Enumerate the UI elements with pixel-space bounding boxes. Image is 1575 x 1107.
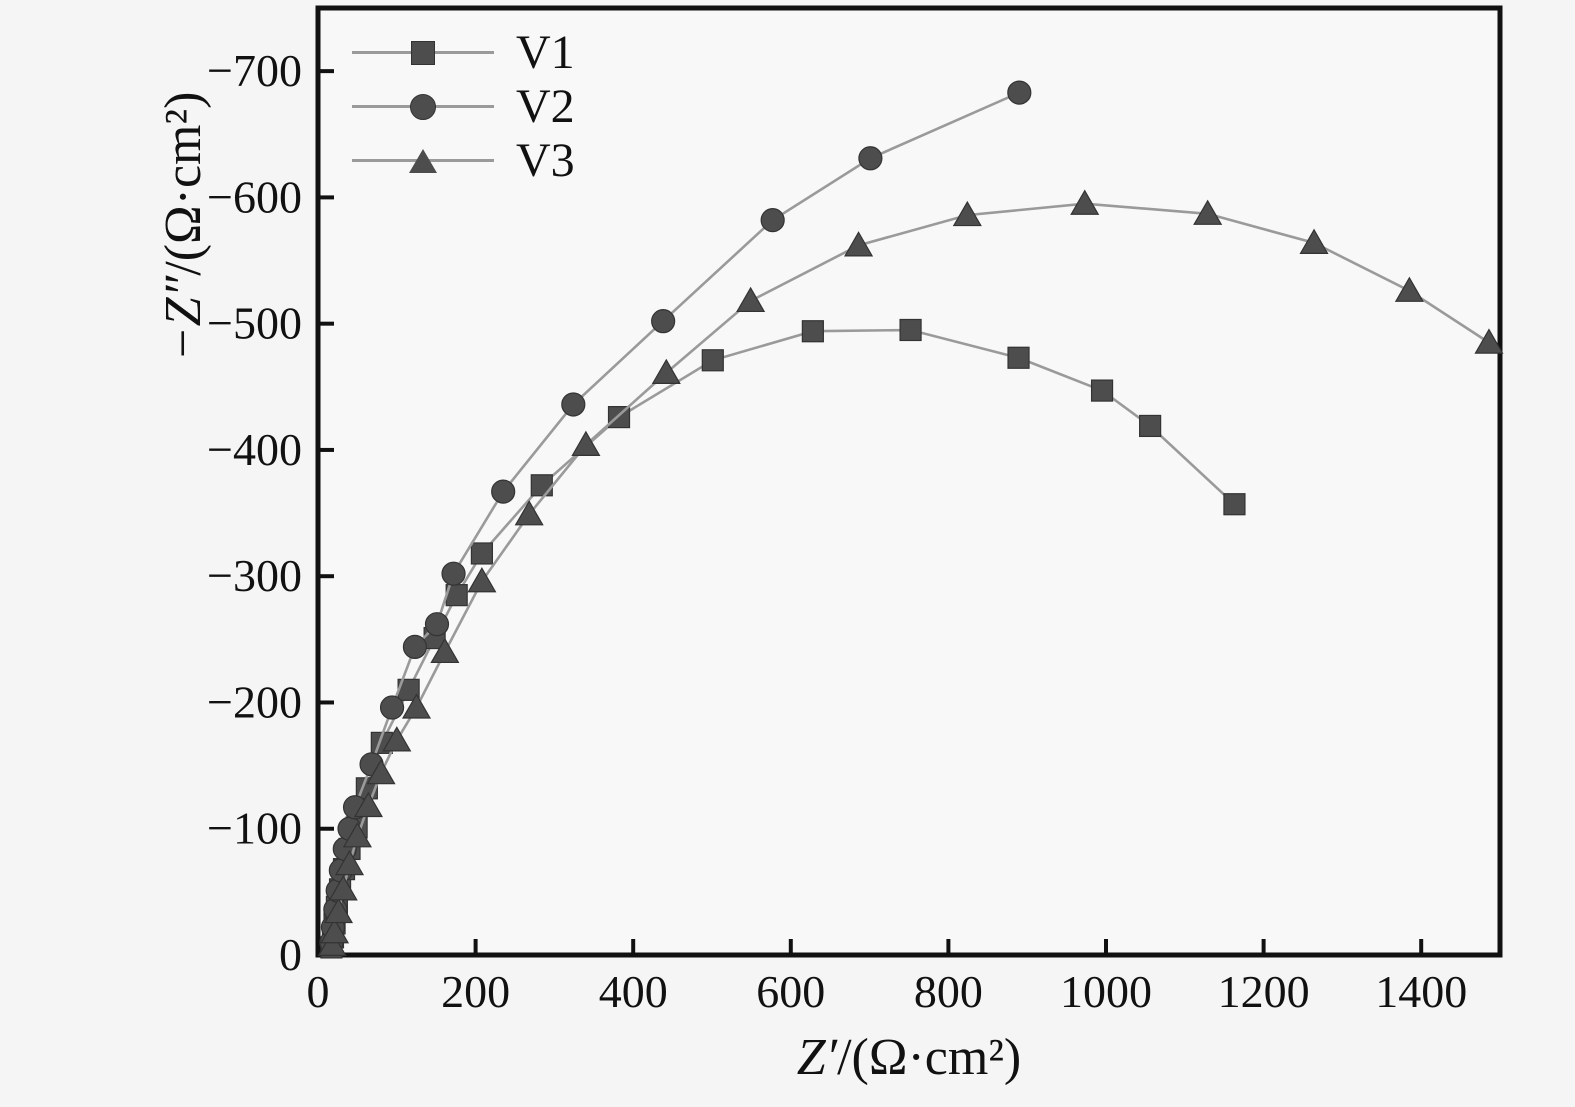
series-v2-point [561,392,586,417]
series-v3-point [317,930,347,956]
x-tick-label: 400 [599,966,668,1017]
series-v3-point [1193,199,1223,225]
legend: V1 V2 V3 [352,25,575,187]
legend-label-v1: V1 [516,25,575,79]
series-v2-point [760,208,785,233]
series-v3-point [328,875,358,901]
y-tick-label: −100 [207,803,302,854]
series-v3-point [323,897,354,924]
legend-sample-v3 [352,146,494,176]
y-axis-title-units: /(Ω·cm²) [155,91,212,276]
square-marker-icon [411,40,435,65]
x-tick-label: 200 [441,966,510,1017]
y-tick-label: −600 [207,171,302,222]
y-axis-title: −Z″/(Ω·cm²) [155,0,212,700]
x-tick-label: 800 [914,966,983,1017]
x-axis-title: Z′/(Ω·cm²) [318,1032,1500,1084]
series-v3-point [1474,328,1504,354]
series-v3-point [1070,189,1100,215]
series-v3-point [382,726,412,752]
series-v3-point [571,430,601,456]
triangle-marker-icon [409,148,437,173]
y-tick-label: −300 [207,550,302,601]
series-v3-point [401,693,432,719]
series-v3-point [1299,228,1329,254]
legend-item-v3: V3 [352,133,575,187]
series-v2-point [402,634,428,660]
x-axis-title-units: /(Ω·cm²) [837,1029,1022,1086]
series-v3-point [514,500,544,526]
legend-label-v2: V2 [516,79,575,133]
x-tick-label: 600 [756,966,825,1017]
legend-item-v1: V1 [352,25,575,79]
series-v1-point [530,474,553,497]
x-tick-label: 1200 [1218,966,1310,1017]
series-v3-point [353,791,383,818]
series-v3-point [366,758,396,785]
y-tick-label: 0 [279,929,302,980]
y-tick-label: −700 [207,45,302,96]
y-axis-title-symbol: −Z″ [155,275,212,362]
series-v3-point [334,849,365,876]
series-v1-point [801,320,824,343]
series-v1-point [899,318,922,342]
circle-marker-icon [410,93,436,120]
series-v3-point [952,200,982,227]
series-v2-point [424,612,450,637]
series-v3-point [844,231,874,257]
series-v2-point [651,309,676,334]
legend-sample-v1 [352,38,494,68]
series-v3-point [651,358,681,385]
series-v3-point [342,822,372,848]
series-v3-point [1394,276,1424,302]
series-v3-point [736,286,766,313]
x-tick-label: 1000 [1060,966,1152,1017]
x-tick-label: 0 [307,966,330,1017]
series-v2-point [441,561,466,586]
series-v2-point [858,146,883,171]
legend-item-v2: V2 [352,79,575,133]
y-tick-label: −400 [207,424,302,475]
series-v1-point [1090,379,1114,402]
x-tick-label: 1400 [1375,966,1467,1017]
series-v1-point [1139,414,1162,438]
series-v2-point [1007,80,1032,105]
y-tick-label: −200 [207,676,302,727]
series-v1-point [1223,493,1246,516]
series-v3-point [467,567,497,593]
x-axis-title-symbol: Z′ [796,1029,838,1086]
series-v3-point [320,918,350,944]
legend-sample-v2 [352,92,494,122]
plot-frame [315,5,1503,958]
series-v1-point [1007,346,1030,369]
legend-label-v3: V3 [516,133,575,187]
series-v2-point [379,695,405,720]
series-v3-point [430,637,460,664]
series-v1-point [470,542,494,565]
series-v1-point [701,349,724,372]
y-tick-label: −500 [207,298,302,349]
series-v2-point [491,479,516,504]
